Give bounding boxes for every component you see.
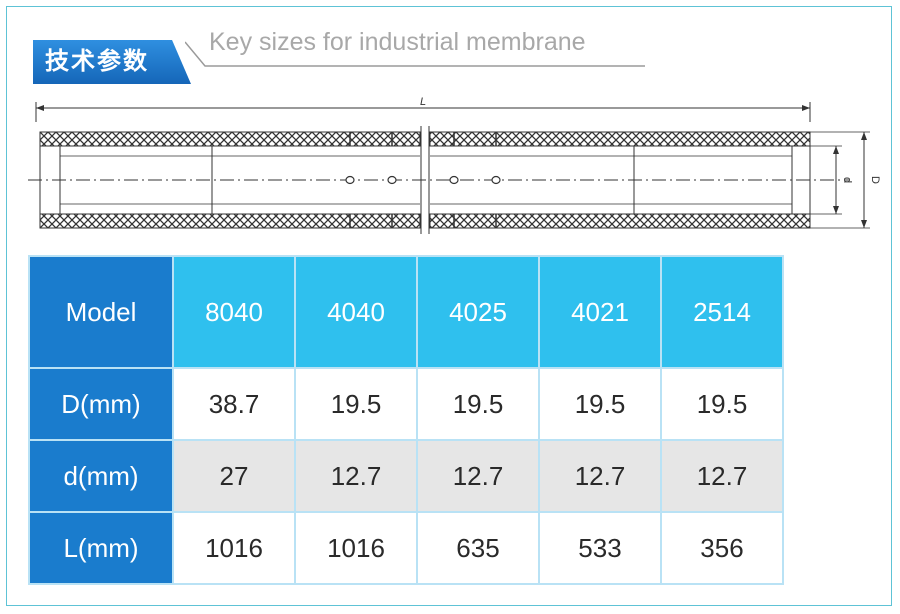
outer-diameter-label: D [869, 176, 880, 184]
table-cell: 1016 [172, 511, 296, 585]
table-cell: 356 [660, 511, 784, 585]
table-cell: 27 [172, 439, 296, 513]
tube-right-section [429, 131, 811, 229]
header-underline [185, 41, 645, 67]
row-label: D(mm) [28, 367, 174, 441]
table-cell: 12.7 [294, 439, 418, 513]
table-cell: 533 [538, 511, 662, 585]
model-header: 4021 [538, 255, 662, 369]
table-header-row: Model 8040 4040 4025 4021 2514 [28, 255, 784, 369]
table-cell: 19.5 [660, 367, 784, 441]
membrane-size-table: Model 8040 4040 4025 4021 2514 D(mm) 38.… [28, 255, 784, 585]
section-subtitle: Key sizes for industrial membrane [209, 28, 586, 56]
centre-line [28, 175, 850, 185]
table-corner-cell: Model [28, 255, 174, 369]
page-frame [6, 6, 892, 606]
table-cell: 19.5 [416, 367, 540, 441]
table-cell: 19.5 [294, 367, 418, 441]
row-label: L(mm) [28, 511, 174, 585]
table-cell: 12.7 [416, 439, 540, 513]
table-cell: 38.7 [172, 367, 296, 441]
section-title-tab: 技术参数 [33, 40, 191, 84]
tube-left-section [39, 131, 421, 229]
table-row: D(mm) 38.7 19.5 19.5 19.5 19.5 [28, 367, 784, 441]
table-cell: 12.7 [660, 439, 784, 513]
table-cell: 12.7 [538, 439, 662, 513]
model-header: 4040 [294, 255, 418, 369]
model-header: 2514 [660, 255, 784, 369]
row-label: d(mm) [28, 439, 174, 513]
model-header: 8040 [172, 255, 296, 369]
section-title: 技术参数 [45, 48, 149, 75]
length-dimension: L [35, 96, 811, 122]
diameter-dimensions: D d [792, 131, 880, 229]
table-row: d(mm) 27 12.7 12.7 12.7 12.7 [28, 439, 784, 513]
length-label: L [420, 96, 426, 108]
table-row: L(mm) 1016 1016 635 533 356 [28, 511, 784, 585]
table-cell: 19.5 [538, 367, 662, 441]
table-cell: 635 [416, 511, 540, 585]
table-cell: 1016 [294, 511, 418, 585]
membrane-dimension-diagram: L [28, 96, 880, 234]
inner-diameter-label: d [841, 177, 853, 183]
model-header: 4025 [416, 255, 540, 369]
